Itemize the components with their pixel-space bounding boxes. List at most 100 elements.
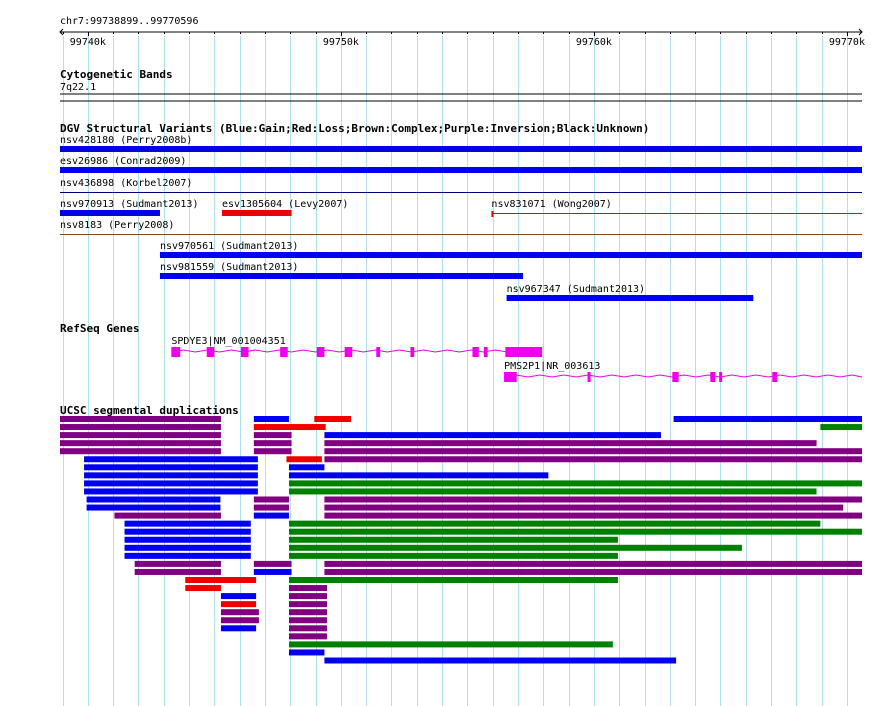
ruler-arrow-icons bbox=[59, 28, 863, 36]
gene-exon bbox=[240, 347, 249, 357]
segdup-bar bbox=[324, 504, 844, 511]
segdup-bar bbox=[289, 536, 618, 543]
dgv-feature-bar bbox=[159, 252, 863, 258]
segdup-bar bbox=[86, 504, 221, 511]
gene-exon bbox=[719, 372, 723, 382]
segdup-bar bbox=[60, 416, 221, 422]
gene-exon bbox=[316, 347, 325, 357]
dgv-feature-label: nsv967347 (Sudmant2013) bbox=[507, 284, 645, 295]
segdup-bar bbox=[124, 520, 251, 527]
gene-label: PMS2P1|NR_003613 bbox=[504, 361, 600, 372]
gene-intron-line bbox=[503, 374, 863, 378]
segdup-bar bbox=[324, 496, 863, 503]
refseq-track: RefSeq Genes SPDYE3|NM_001004351 PMS2P1|N… bbox=[60, 322, 863, 382]
segdup-bar bbox=[253, 416, 290, 422]
dgv-feature-bar bbox=[221, 210, 292, 216]
segdup-bar bbox=[289, 633, 327, 640]
segdup-bar bbox=[253, 432, 292, 439]
gene-exon bbox=[587, 372, 591, 382]
segdup-bar bbox=[820, 424, 862, 431]
segdup-bar bbox=[324, 448, 863, 455]
segdup-bar bbox=[253, 568, 292, 575]
ruler-tick-label: 99760k bbox=[576, 37, 612, 48]
ruler-tick-label: 99750k bbox=[323, 37, 359, 48]
segdup-bar bbox=[220, 625, 257, 632]
segdup-bar bbox=[289, 520, 821, 527]
segdup-bar bbox=[289, 585, 327, 592]
gene-label: SPDYE3|NM_001004351 bbox=[171, 336, 285, 347]
segdup-bar bbox=[324, 657, 677, 664]
segdup-bar bbox=[185, 585, 221, 592]
segdup-bar bbox=[84, 472, 258, 479]
segdup-bar bbox=[289, 625, 327, 632]
segdup-bar bbox=[220, 601, 257, 608]
segdup-bar bbox=[220, 593, 257, 600]
dgv-feature-bar bbox=[60, 146, 862, 152]
segdup-track: UCSC segmental duplications bbox=[60, 404, 863, 664]
gene-exon bbox=[344, 347, 353, 357]
segdup-bar bbox=[60, 424, 221, 431]
segdup-bar bbox=[289, 649, 325, 656]
gene-exon bbox=[505, 347, 543, 357]
segdup-bar bbox=[253, 448, 292, 455]
gene-exon bbox=[280, 347, 288, 357]
segdup-bar bbox=[289, 641, 613, 648]
segdup-bar bbox=[324, 432, 661, 439]
gene-exon bbox=[206, 347, 215, 357]
segdup-bar bbox=[60, 440, 221, 447]
gene-exon bbox=[772, 372, 778, 382]
segdup-bar bbox=[124, 528, 251, 535]
dgv-feature-bar bbox=[60, 210, 160, 216]
segdup-bar bbox=[324, 568, 863, 575]
segdup-bar bbox=[289, 577, 618, 583]
segdup-bar bbox=[289, 480, 862, 487]
segdup-bar bbox=[324, 456, 863, 463]
segdup-bar bbox=[84, 464, 258, 471]
segdup-bar bbox=[86, 496, 221, 503]
segdup-bar bbox=[673, 416, 862, 422]
gene-exon bbox=[171, 347, 181, 357]
dgv-feature-label: esv1305604 (Levy2007) bbox=[222, 199, 348, 210]
dgv-feature-label: esv26986 (Conrad2009) bbox=[60, 156, 186, 167]
gene-exon bbox=[504, 372, 517, 382]
segdup-bar bbox=[185, 577, 257, 583]
segdup-bar bbox=[289, 601, 327, 608]
dgv-feature-label: nsv8183 (Perry2008) bbox=[60, 220, 174, 231]
segdup-track-title: UCSC segmental duplications bbox=[60, 404, 239, 417]
dgv-feature-label: nsv428180 (Perry2008b) bbox=[60, 135, 192, 146]
dgv-feature-label: nsv831071 (Wong2007) bbox=[491, 199, 611, 210]
segdup-bar bbox=[253, 496, 290, 503]
segdup-bar bbox=[289, 552, 618, 559]
gene-intron-line bbox=[171, 349, 543, 353]
cytoband-label: 7q22.1 bbox=[60, 82, 96, 93]
segdup-bar bbox=[289, 544, 742, 551]
segdup-bar bbox=[84, 488, 258, 495]
segdup-bar bbox=[84, 480, 258, 487]
cytoband-track: Cytogenetic Bands 7q22.1 bbox=[60, 68, 862, 102]
dgv-feature-label: nsv981559 (Sudmant2013) bbox=[160, 262, 298, 273]
segdup-bar bbox=[114, 512, 221, 519]
segdup-bar bbox=[289, 488, 817, 495]
segdup-bar bbox=[314, 416, 351, 422]
segdup-bar bbox=[286, 456, 322, 463]
segdup-bar bbox=[289, 609, 327, 616]
segdup-bar bbox=[253, 560, 292, 567]
gene-exon bbox=[710, 372, 716, 382]
ruler-tick-label: 99770k bbox=[829, 37, 865, 48]
ruler-tick-label: 99740k bbox=[70, 37, 106, 48]
segdup-bar bbox=[324, 560, 863, 567]
segdup-bar bbox=[134, 560, 221, 567]
gene-exon bbox=[376, 347, 381, 357]
dgv-track: DGV Structural Variants (Blue:Gain;Red:L… bbox=[60, 122, 863, 301]
ruler: chr7:99738899..99770596 99740k 99750k 9976… bbox=[59, 16, 865, 48]
segdup-bar bbox=[253, 440, 292, 447]
segdup-bar bbox=[253, 512, 290, 519]
gene-exon bbox=[672, 372, 679, 382]
segdup-bar bbox=[253, 424, 326, 431]
dgv-feature-label: nsv970561 (Sudmant2013) bbox=[160, 241, 298, 252]
dgv-feature-label: nsv970913 (Sudmant2013) bbox=[60, 199, 198, 210]
segdup-bar bbox=[289, 472, 549, 479]
segdup-bar bbox=[289, 528, 862, 535]
segdup-bar bbox=[124, 536, 251, 543]
